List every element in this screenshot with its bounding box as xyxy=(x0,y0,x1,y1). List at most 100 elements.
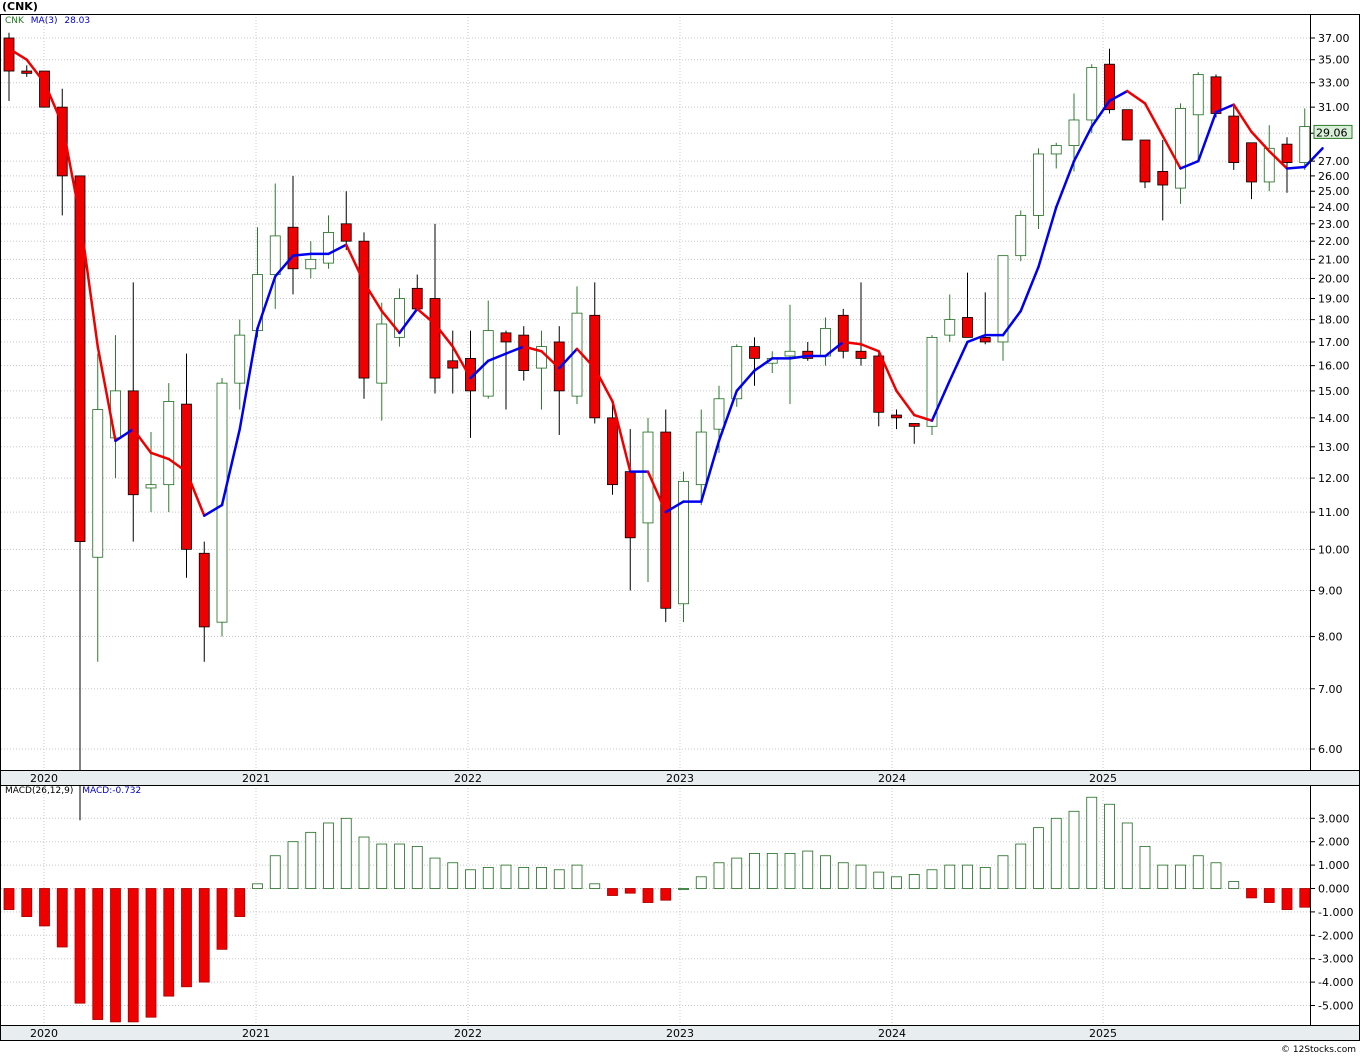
candle xyxy=(447,330,459,394)
candle-body xyxy=(358,240,370,379)
ma-segment xyxy=(96,345,117,443)
candle-body xyxy=(873,355,885,413)
ma-label: MA(3) xyxy=(30,16,58,26)
macd-bar xyxy=(1299,888,1311,908)
price-tick-label: 33.00 xyxy=(1318,77,1350,90)
candle xyxy=(56,88,68,216)
macd-bar xyxy=(731,857,743,889)
ma-segment xyxy=(149,451,170,461)
macd-bar xyxy=(1033,827,1044,889)
ma-segment xyxy=(788,354,809,360)
macd-bar xyxy=(92,888,104,1020)
candles xyxy=(3,32,1311,821)
candle-body xyxy=(1157,171,1169,186)
macd-bar xyxy=(447,862,459,889)
macd-bar xyxy=(1281,888,1293,910)
candle xyxy=(891,409,902,430)
macd-tick-label: -3.000 xyxy=(1318,953,1353,966)
ma-segment xyxy=(1143,102,1164,138)
candle xyxy=(234,319,246,410)
candle xyxy=(518,326,530,381)
candle-body xyxy=(1263,147,1275,183)
candle xyxy=(1192,72,1204,162)
price-tick-label: 19.00 xyxy=(1318,292,1350,305)
ma-segment xyxy=(913,413,934,422)
macd-bar xyxy=(873,871,885,889)
ma-segment xyxy=(558,347,579,370)
price-tick-label: 12.00 xyxy=(1318,472,1350,485)
candle xyxy=(358,232,370,399)
ma-segment xyxy=(1268,149,1289,170)
ma-segment xyxy=(664,500,685,514)
candle-body xyxy=(837,314,849,352)
candle xyxy=(500,330,512,410)
candle-body xyxy=(944,319,956,336)
price-tick-label: 6.00 xyxy=(1318,743,1343,756)
macd-bar xyxy=(56,888,68,948)
price-tick-label: 27.00 xyxy=(1318,155,1350,168)
candle xyxy=(802,341,814,361)
ma-segment xyxy=(238,327,259,431)
candle-body xyxy=(145,484,157,489)
price-tick-label: 15.00 xyxy=(1318,385,1350,398)
candle xyxy=(855,282,867,366)
candle xyxy=(74,175,86,821)
candle-body xyxy=(323,232,334,264)
ma-segment xyxy=(717,389,738,443)
price-tick-label: 8.00 xyxy=(1318,631,1343,644)
price-tick-label: 31.00 xyxy=(1318,101,1350,114)
macd-bar xyxy=(1121,822,1133,889)
ma-segment xyxy=(1250,130,1271,153)
candle-body xyxy=(891,414,902,419)
macd-bar xyxy=(181,888,192,988)
candle-body xyxy=(1210,76,1222,114)
candle xyxy=(1139,139,1151,189)
macd-bar xyxy=(678,888,689,890)
candle-body xyxy=(447,360,459,369)
candle xyxy=(837,308,849,359)
candle-body xyxy=(394,298,405,338)
candle-body xyxy=(731,346,743,400)
ma-segment xyxy=(291,252,312,257)
macd-bars xyxy=(3,796,1311,1023)
price-tick-label: 14.00 xyxy=(1318,412,1350,425)
ma-segment xyxy=(646,470,667,514)
macd-tick-label: -2.000 xyxy=(1318,929,1353,942)
price-tick-label: 35.00 xyxy=(1318,54,1350,67)
candle xyxy=(962,272,973,338)
candle-body xyxy=(571,312,583,397)
price-tick-label: 18.00 xyxy=(1318,314,1350,327)
ma-segment xyxy=(1214,103,1235,114)
ma-segment xyxy=(1037,205,1058,269)
candle xyxy=(465,330,476,438)
macd-bar xyxy=(1086,796,1098,889)
candle-body xyxy=(127,390,139,496)
candle-body xyxy=(1104,63,1115,111)
price-tick-label: 21.00 xyxy=(1318,253,1350,266)
macd-bar xyxy=(287,841,299,889)
macd-bar xyxy=(429,857,441,889)
macd-bar xyxy=(234,888,246,917)
ma-segment xyxy=(859,343,880,353)
macd-bar xyxy=(358,836,370,889)
ma-segment xyxy=(398,307,419,335)
ma-segment xyxy=(1019,265,1040,313)
ma-segment xyxy=(362,281,383,313)
ma-segment xyxy=(948,340,969,382)
candle-body xyxy=(39,70,50,108)
candle-body xyxy=(376,323,388,384)
ma-segment xyxy=(61,122,82,219)
candle xyxy=(820,317,831,366)
macd-bar xyxy=(962,864,973,889)
macd-bar xyxy=(340,817,352,889)
macd-bar xyxy=(820,855,831,889)
ma-segment xyxy=(114,427,135,443)
candle-body xyxy=(305,258,317,270)
ma-segment xyxy=(220,427,241,507)
candle xyxy=(340,191,352,251)
macd-bar xyxy=(198,888,210,983)
ma-segment xyxy=(7,47,28,61)
year-label: 2021 xyxy=(242,772,270,785)
candle-body xyxy=(1192,74,1204,116)
